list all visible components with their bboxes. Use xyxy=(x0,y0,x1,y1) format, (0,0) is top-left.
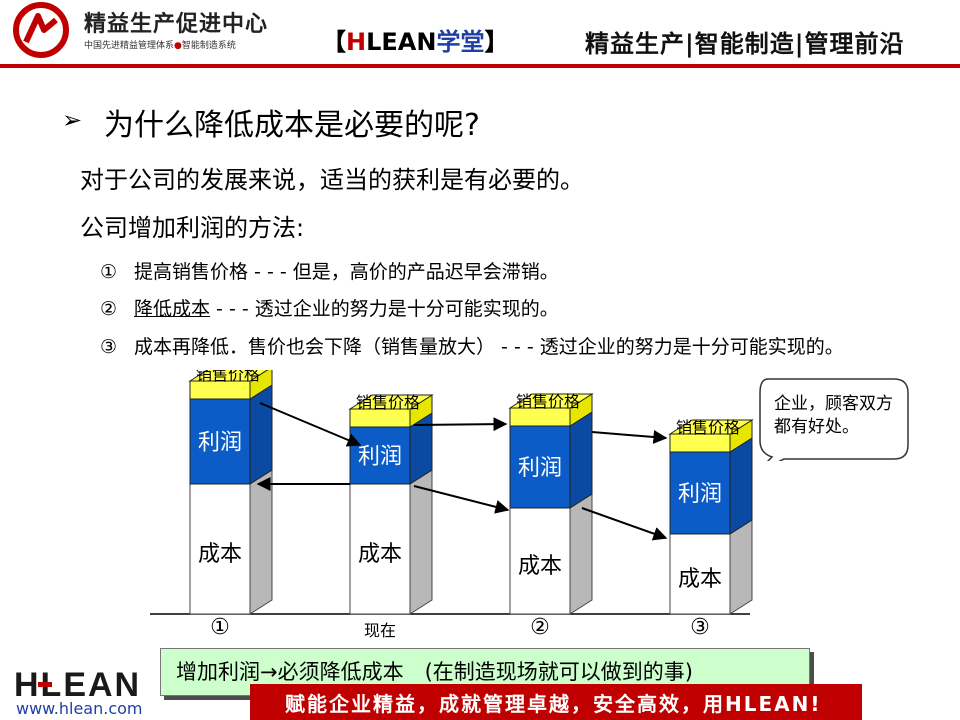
brand-tagline-dot: ● xyxy=(174,41,182,51)
brand-name: 精益生产促进中心 xyxy=(84,12,269,37)
brand-tagline-part-a: 中国先进精益管理体系 xyxy=(84,41,175,51)
footer-logo-text: HLEAN xyxy=(14,666,141,702)
speech-bubble xyxy=(759,378,909,461)
academy-h: H xyxy=(346,28,367,56)
cost-side-face xyxy=(409,469,433,615)
cost-side-face xyxy=(249,469,273,615)
cost-label: 成本 xyxy=(198,542,242,567)
price-label: 销售价格 xyxy=(676,418,740,437)
profit-block xyxy=(189,398,251,485)
header-slogan: 精益生产|智能制造|管理前沿 xyxy=(585,30,905,58)
column-label: ② xyxy=(530,615,550,640)
cost-block xyxy=(509,507,571,615)
profit-label: 利润 xyxy=(358,445,402,470)
price-label: 销售价格 xyxy=(196,370,260,384)
method-lead: 提高销售价格 xyxy=(134,261,249,283)
price-label: 销售价格 xyxy=(516,392,580,411)
academy-lean: LEAN xyxy=(366,28,437,56)
profit-label: 利润 xyxy=(198,431,242,456)
arrow-cost-down-third xyxy=(581,507,668,541)
cost-label: 成本 xyxy=(358,542,402,567)
profit-side-face xyxy=(729,437,753,535)
methods-heading: 公司增加利润的方法: xyxy=(80,214,305,242)
footer-url: www.hlean.com xyxy=(16,699,143,718)
cost-side-face xyxy=(729,519,753,615)
cost-side-face xyxy=(569,493,593,615)
arrow-price-to-now xyxy=(259,402,362,447)
footer-slogan: 赋能企业精益，成就管理卓越，安全高效，用HLEAN! xyxy=(285,692,822,716)
profit-block xyxy=(669,451,731,535)
method-lead: 降低成本 xyxy=(134,298,211,320)
method-lead: 成本再降低．售价也会下降（销售量放大） xyxy=(134,336,496,358)
column-label: ③ xyxy=(690,615,710,640)
method-detail: - - - 透过企业的努力是十分可能实现的。 xyxy=(495,336,844,358)
arrow-second-to-third xyxy=(591,430,668,444)
column-labels-group: ① 现在 ② ③ xyxy=(210,615,710,640)
logo-mark-icon xyxy=(13,2,69,58)
profit-side-face xyxy=(569,411,593,509)
price-label: 销售价格 xyxy=(356,393,420,412)
price-block xyxy=(509,407,571,427)
cost-block xyxy=(349,483,411,615)
profit-label: 利润 xyxy=(518,456,562,481)
slide-question: 为什么降低成本是必要的呢? xyxy=(104,108,480,143)
cost-label: 成本 xyxy=(678,567,722,592)
summary-text: 增加利润→必须降低成本 (在制造现场就可以做到的事) xyxy=(176,660,693,684)
academy-school: 学堂 xyxy=(436,28,485,56)
price-block xyxy=(349,408,411,428)
column-label: ① xyxy=(210,615,230,640)
academy-bracket-open: 【 xyxy=(322,28,346,56)
arrows-group xyxy=(256,402,668,541)
price-block xyxy=(669,433,731,453)
page-number: 5 xyxy=(927,684,941,705)
column-label: 现在 xyxy=(364,621,396,640)
arrow-now-to-second xyxy=(413,417,508,432)
profit-label: 利润 xyxy=(678,482,722,507)
cost-label: 成本 xyxy=(518,554,562,579)
profit-side-face xyxy=(249,384,273,485)
method-item-1: ① 提高销售价格 - - - 但是，高价的产品迟早会滞销。 xyxy=(100,257,559,284)
method-number: ① xyxy=(100,261,118,283)
callout-text: 企业，顾客双方都有好处。 xyxy=(774,394,893,437)
academy-bracket-close: 】 xyxy=(484,28,509,56)
method-detail: - - - 透过企业的努力是十分可能实现的。 xyxy=(210,298,559,320)
footer-band xyxy=(250,684,862,720)
footer-logo: HLEAN xyxy=(14,666,141,702)
cost-block xyxy=(669,533,731,615)
academy-title: 【HLEAN学堂】 xyxy=(322,22,508,57)
arrow-cost-down-second xyxy=(413,485,510,514)
price-block xyxy=(189,380,251,400)
method-number: ③ xyxy=(100,336,118,358)
profit-block xyxy=(509,425,571,509)
method-number: ② xyxy=(100,298,118,320)
header-divider xyxy=(0,64,960,68)
brand-tagline: 中国先进精益管理体系●智能制造系统 xyxy=(84,38,236,51)
statement-line: 对于公司的发展来说，适当的获利是有必要的。 xyxy=(80,166,584,194)
logo-accent-icon xyxy=(38,682,52,687)
method-item-2: ② 降低成本 - - - 透过企业的努力是十分可能实现的。 xyxy=(100,294,559,321)
method-item-3: ③ 成本再降低．售价也会下降（销售量放大） - - - 透过企业的努力是十分可能实… xyxy=(100,332,844,359)
method-detail: - - - 但是，高价的产品迟早会滞销。 xyxy=(248,261,559,283)
brand-tagline-part-b: 智能制造系统 xyxy=(181,41,236,51)
arrow-bullet-icon: ➢ xyxy=(62,106,83,134)
